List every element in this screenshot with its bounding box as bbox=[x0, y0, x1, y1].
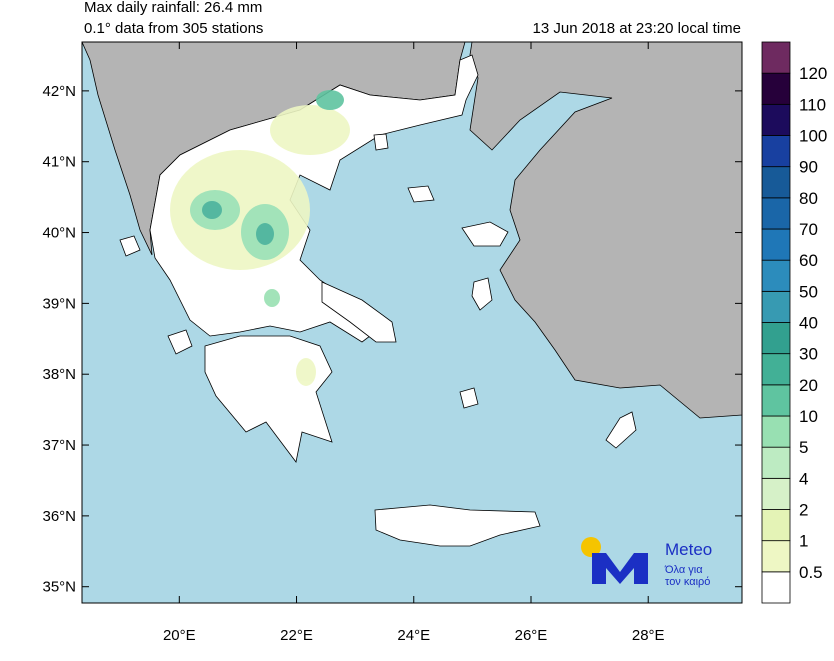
colorbar-label: 5 bbox=[799, 438, 808, 457]
euboea bbox=[321, 281, 397, 343]
logo-brand: Meteo bbox=[665, 540, 712, 559]
colorbar-label: 110 bbox=[799, 95, 826, 114]
timestamp: 13 Jun 2018 at 23:20 local time bbox=[533, 20, 741, 37]
colorbar-label: 80 bbox=[799, 189, 818, 208]
x-tick-label: 24°E bbox=[397, 627, 430, 644]
map-frame bbox=[81, 41, 743, 604]
colorbar-label: 0.5 bbox=[799, 563, 823, 582]
colorbar-label: 1 bbox=[799, 532, 808, 551]
lesvos bbox=[461, 221, 509, 247]
logo: Meteo Όλα για τον καιρό bbox=[581, 537, 712, 588]
colorbar-box bbox=[761, 135, 791, 168]
logo-slogan: τον καιρό bbox=[665, 576, 710, 588]
corfu bbox=[119, 235, 141, 257]
chios bbox=[471, 277, 493, 311]
colorbar-label: 100 bbox=[799, 127, 827, 146]
y-tick-label: 35°N bbox=[42, 579, 76, 596]
colorbar-label: 70 bbox=[799, 220, 818, 239]
colorbar-box bbox=[761, 477, 791, 510]
logo-slogan: Όλα για bbox=[664, 564, 703, 576]
colorbar-box bbox=[761, 103, 791, 136]
colorbar-box bbox=[761, 228, 791, 261]
colorbar-label: 120 bbox=[799, 64, 827, 83]
y-tick-label: 40°N bbox=[42, 225, 76, 242]
naxos bbox=[459, 387, 479, 409]
y-tick-label: 41°N bbox=[42, 154, 76, 171]
x-tick-label: 28°E bbox=[632, 627, 665, 644]
x-tick-label: 20°E bbox=[163, 627, 196, 644]
title: Max daily rainfall: 26.4 mm bbox=[84, 0, 262, 16]
x-tick-label: 26°E bbox=[515, 627, 548, 644]
colorbar-label: 50 bbox=[799, 282, 818, 301]
colorbar-box bbox=[761, 197, 791, 230]
colorbar-box bbox=[761, 540, 791, 573]
subtitle: 0.1° data from 305 stations bbox=[84, 20, 263, 37]
rhodes bbox=[605, 411, 637, 449]
colorbar-box bbox=[761, 415, 791, 448]
colorbar-box bbox=[761, 41, 791, 74]
colorbar-box bbox=[761, 322, 791, 355]
colorbar-box bbox=[761, 166, 791, 199]
colorbar-label: 60 bbox=[799, 251, 818, 270]
colorbar-label: 20 bbox=[799, 376, 818, 395]
colorbar-label: 2 bbox=[799, 501, 808, 520]
y-tick-label: 38°N bbox=[42, 366, 76, 383]
land-east bbox=[469, 42, 742, 419]
crete bbox=[374, 504, 541, 547]
colorbar-label: 10 bbox=[799, 407, 818, 426]
y-tick-label: 36°N bbox=[42, 508, 76, 525]
colorbar-label: 4 bbox=[799, 469, 808, 488]
y-tick-label: 37°N bbox=[42, 437, 76, 454]
map bbox=[82, 42, 742, 603]
greece-mainland bbox=[149, 54, 479, 343]
colorbar-box bbox=[761, 353, 791, 386]
colorbar-box bbox=[761, 446, 791, 479]
y-tick-label: 42°N bbox=[42, 83, 76, 100]
logo-m bbox=[592, 553, 648, 584]
colorbar-label: 40 bbox=[799, 314, 818, 333]
rainfall-areas bbox=[170, 90, 350, 386]
colorbar-label: 90 bbox=[799, 158, 818, 177]
colorbar-box bbox=[761, 509, 791, 542]
colorbar-box bbox=[761, 259, 791, 292]
colorbar-box bbox=[761, 384, 791, 417]
x-tick-label: 22°E bbox=[280, 627, 313, 644]
colorbar-label: 30 bbox=[799, 345, 818, 364]
kefalonia bbox=[167, 329, 193, 355]
colorbar-box bbox=[761, 290, 791, 323]
colorbar-box bbox=[761, 571, 791, 604]
y-tick-label: 39°N bbox=[42, 295, 76, 312]
logo-sun bbox=[581, 537, 601, 557]
thasos bbox=[373, 133, 389, 151]
colorbar-box bbox=[761, 72, 791, 105]
limnos bbox=[407, 185, 435, 203]
